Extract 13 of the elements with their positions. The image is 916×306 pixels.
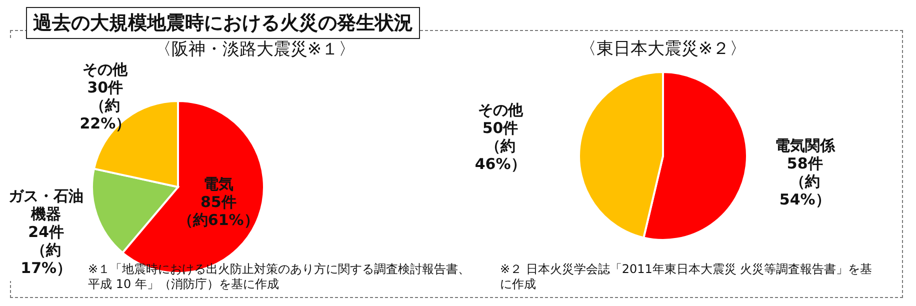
slice-label: ガス・石油機器 — [8, 186, 84, 223]
data-label: 24件（約17%） — [20, 222, 72, 277]
data-label: 50件（約46%） — [474, 118, 526, 173]
data-label: 85件（約61%） — [178, 192, 259, 229]
chart-subtitle: 〈東日本大震災※２〉 — [579, 39, 747, 59]
data-label: 58件（約54%） — [779, 154, 830, 209]
slice-label: 電気関係 — [774, 136, 836, 155]
slice-label: その他 — [478, 100, 524, 119]
chart-title: 過去の大規模地震時における火災の発生状況 — [26, 7, 420, 39]
slice-label: その他 — [82, 60, 129, 79]
chart-subtitle: 〈阪神・淡路大震災※１〉 — [154, 40, 356, 60]
slice-label: 電気 — [203, 174, 234, 193]
text: ※２ 日本火災学会誌「2011年東日本大震災 火災等調査報告書」を基に作成 — [500, 262, 874, 292]
